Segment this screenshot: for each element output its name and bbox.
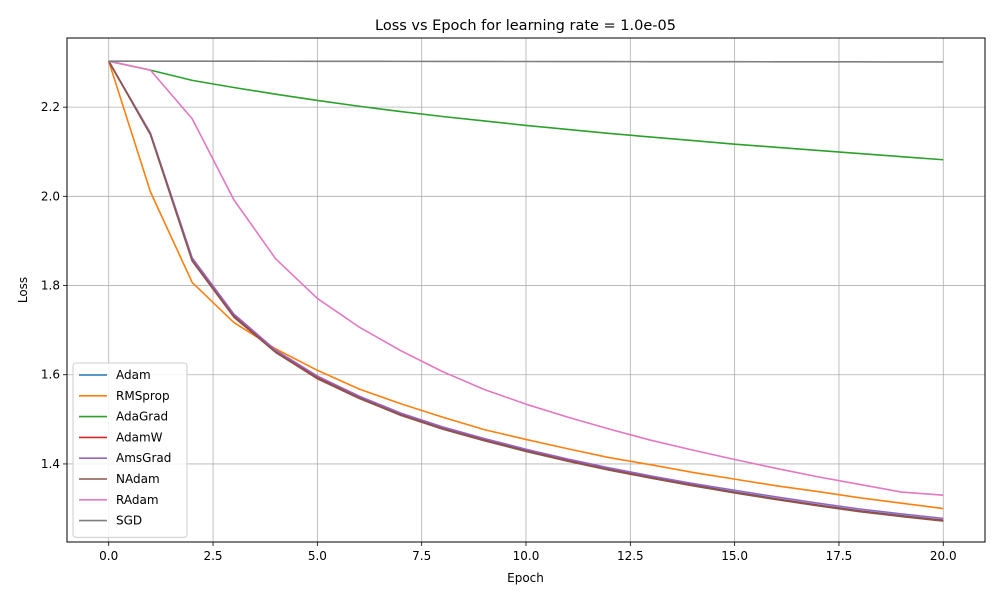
y-tick-label: 1.4	[41, 457, 60, 471]
y-tick-label: 1.8	[41, 279, 60, 293]
x-tick-label: 12.5	[617, 549, 644, 563]
legend-label-radam: RAdam	[116, 493, 159, 507]
plot-lines	[107, 60, 944, 522]
series-line-radam	[108, 60, 944, 496]
legend-label-sgd: SGD	[116, 514, 142, 528]
x-axis-label: Epoch	[507, 571, 544, 585]
y-tick-label: 1.6	[41, 368, 60, 382]
x-tick-label: 10.0	[513, 549, 540, 563]
grid	[67, 38, 985, 542]
y-tick-label: 2.2	[41, 100, 60, 114]
series-line-sgd	[108, 60, 944, 63]
x-axis-ticks: 0.0 2.5 5.0 7.5 10.0 12.5 15.0 17.5 20.0	[99, 542, 957, 563]
series-line-amsgrad	[108, 60, 944, 520]
chart-title: Loss vs Epoch for learning rate = 1.0e-0…	[375, 18, 676, 34]
legend-label-nadam: NAdam	[116, 472, 160, 486]
y-tick-label: 2.0	[41, 189, 60, 203]
x-tick-label: 17.5	[826, 549, 853, 563]
legend: Adam RMSprop AdaGrad AdamW AmsGrad NAdam RAdam…	[72, 362, 188, 538]
x-tick-label: 15.0	[721, 549, 748, 563]
x-tick-label: 20.0	[930, 549, 957, 563]
series-line-rmsprop	[107, 60, 944, 510]
legend-box	[72, 362, 188, 538]
x-tick-label: 7.5	[412, 549, 431, 563]
series-line-nadam	[108, 60, 944, 522]
series-line-adagrad	[108, 60, 944, 161]
legend-label-adamw: AdamW	[116, 430, 163, 444]
y-axis-label: Loss	[16, 277, 30, 303]
y-axis-ticks: 1.4 1.6 1.8 2.0 2.2	[41, 100, 67, 471]
legend-label-adam: Adam	[116, 368, 151, 382]
legend-label-amsgrad: AmsGrad	[116, 451, 171, 465]
legend-label-rmsprop: RMSprop	[116, 389, 170, 403]
legend-label-adagrad: AdaGrad	[116, 410, 168, 424]
x-tick-label: 0.0	[99, 549, 118, 563]
x-tick-label: 5.0	[308, 549, 327, 563]
x-tick-label: 2.5	[203, 549, 222, 563]
